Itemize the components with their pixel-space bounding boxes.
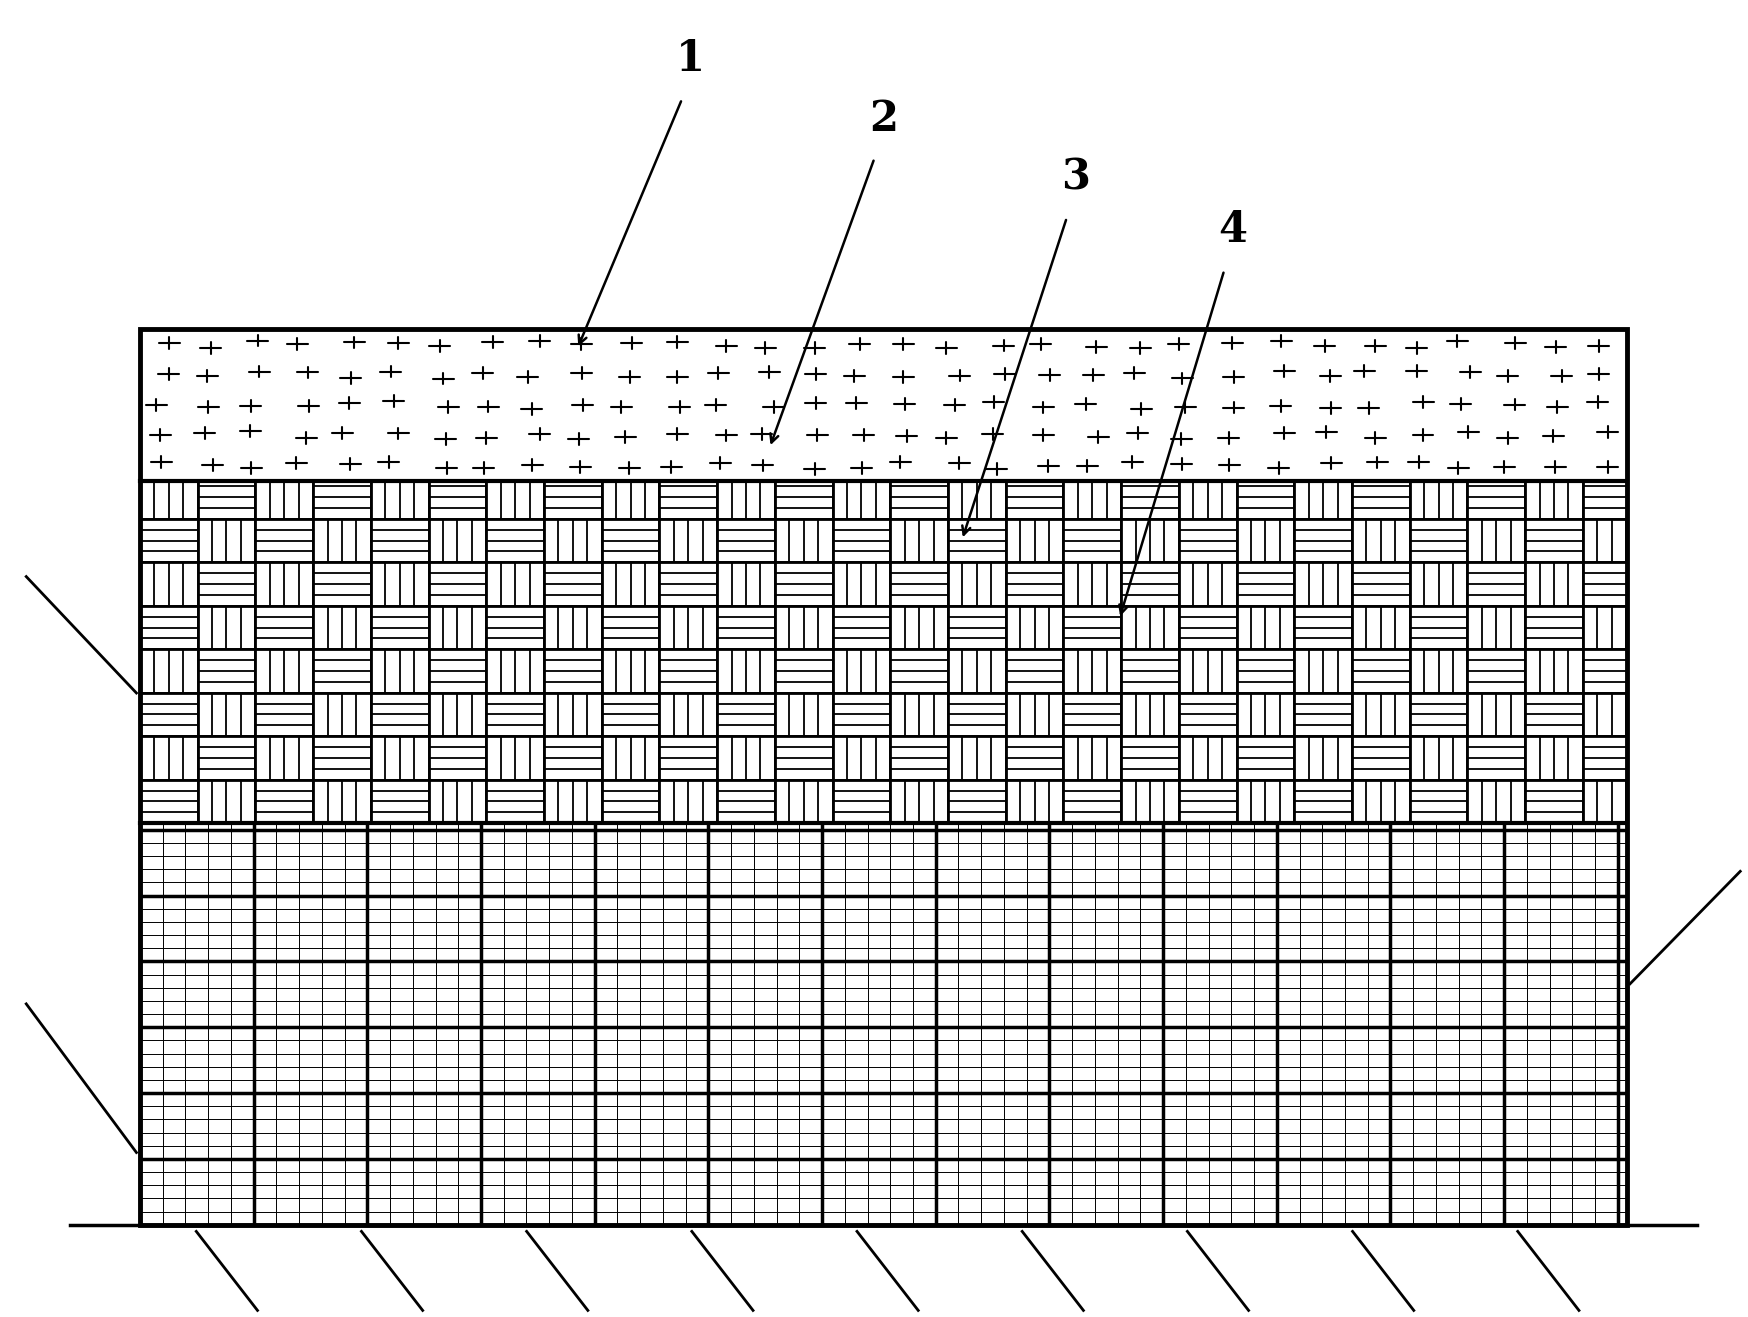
Text: 4: 4 <box>1218 209 1246 252</box>
Bar <box>140 329 1626 481</box>
Text: 3: 3 <box>1061 157 1089 199</box>
Text: 1: 1 <box>676 38 704 80</box>
Bar <box>140 481 1626 823</box>
Bar <box>140 329 1626 1225</box>
Bar <box>140 823 1626 1225</box>
Text: 2: 2 <box>869 97 897 140</box>
